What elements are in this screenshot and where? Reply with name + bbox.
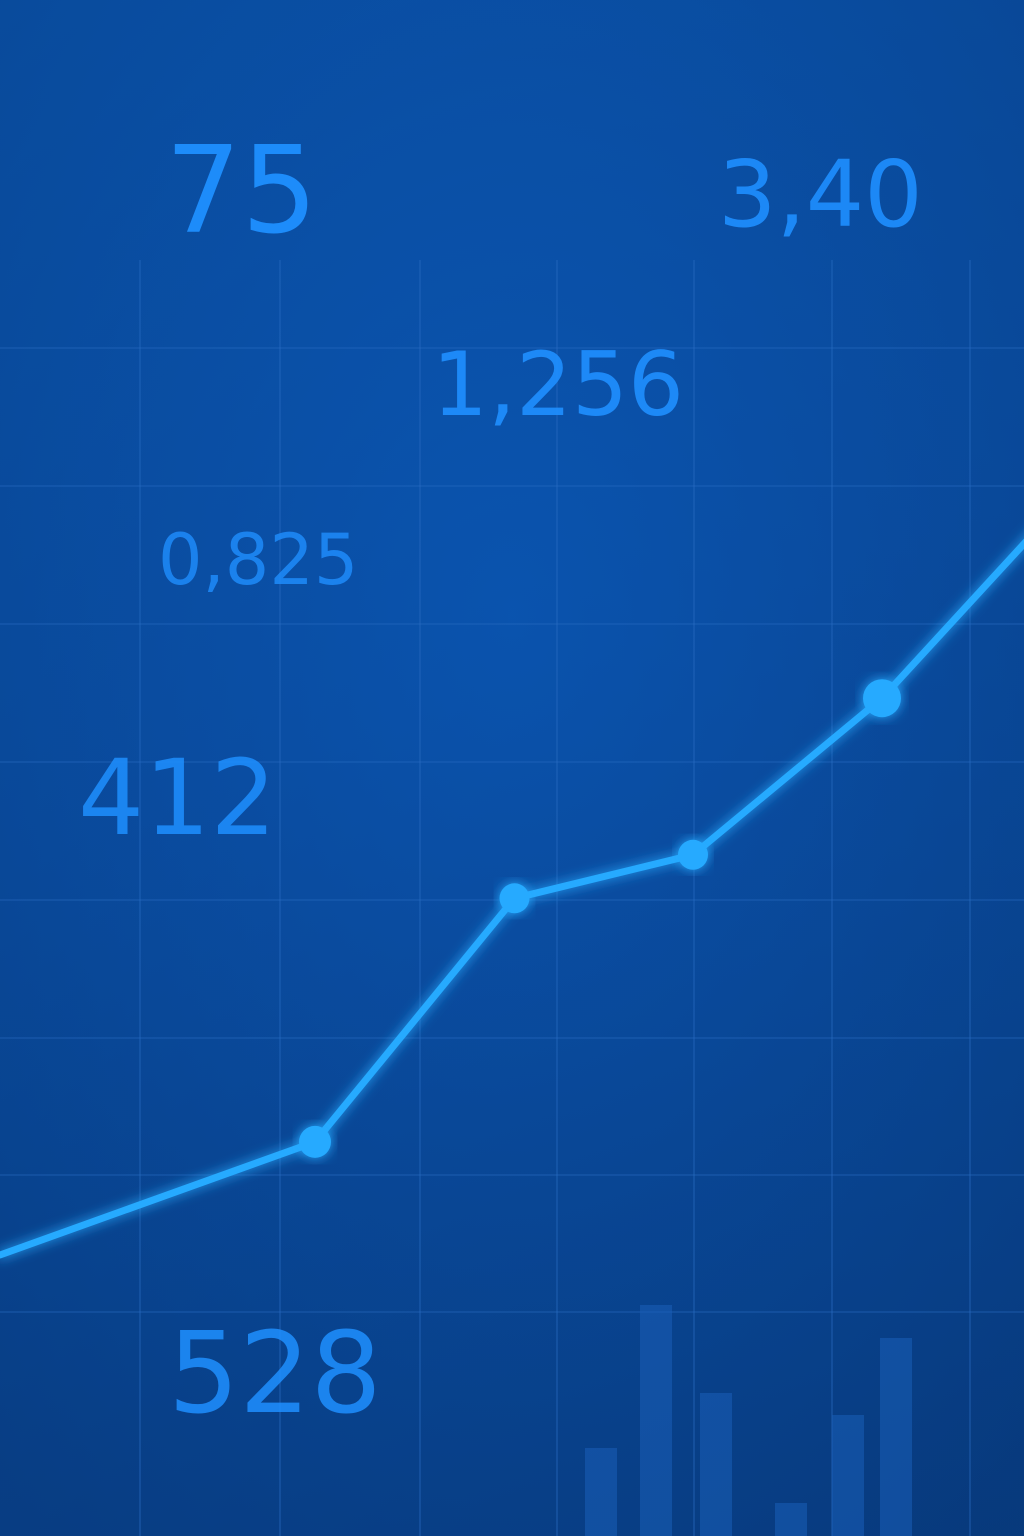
background-bar (640, 1305, 672, 1536)
series-line (0, 538, 1024, 1259)
grid (0, 260, 1024, 1536)
annotation-1-256: 1,256 (432, 333, 684, 436)
background-bar (832, 1415, 864, 1536)
background-bar (775, 1503, 807, 1536)
annotation-0-825: 0,825 (158, 519, 358, 601)
background-bar (585, 1448, 617, 1536)
background-bar (880, 1338, 912, 1536)
data-line-group (0, 538, 1024, 1259)
annotation-3-40: 3,40 (718, 141, 923, 248)
background-bars (585, 1305, 912, 1536)
data-point-marker (863, 679, 901, 718)
annotation-412: 412 (78, 737, 277, 859)
annotation-528: 528 (168, 1309, 382, 1439)
data-point-marker (299, 1125, 331, 1158)
annotations: 75 3,40 1,256 0,825 412 528 (78, 122, 923, 1439)
data-point-marker (499, 883, 530, 914)
data-markers (299, 679, 901, 1158)
data-point-marker (678, 839, 708, 870)
annotation-75: 75 (165, 122, 318, 261)
background-bar (700, 1393, 732, 1536)
